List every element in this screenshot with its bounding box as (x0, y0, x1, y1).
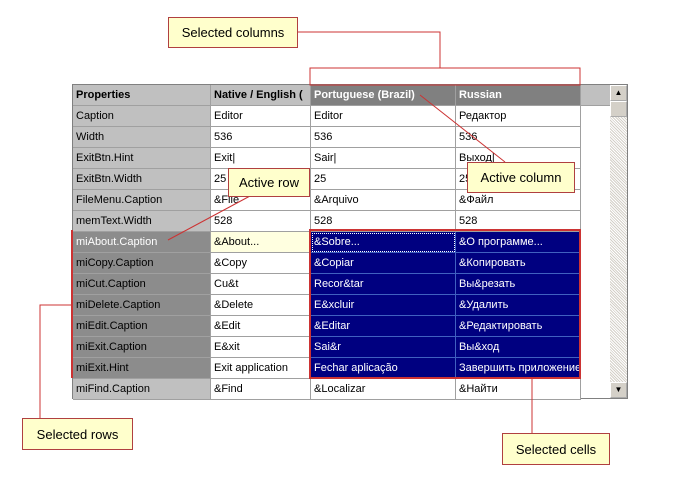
cell[interactable]: &Edit (211, 316, 311, 337)
column-frame (309, 67, 581, 86)
row-header[interactable]: ExitBtn.Width (73, 169, 211, 190)
cell[interactable]: Exit application (211, 358, 311, 379)
leader (298, 31, 441, 68)
cell[interactable]: Вы&ход (456, 337, 581, 358)
row-header[interactable]: miCut.Caption (73, 274, 211, 295)
scroll-thumb[interactable] (610, 101, 627, 117)
cell[interactable]: &Find (211, 379, 311, 400)
cell[interactable]: Редактор (456, 106, 581, 127)
cell[interactable]: Вы&резать (456, 274, 581, 295)
header-filler (581, 85, 611, 106)
leader (167, 195, 251, 241)
cell[interactable]: &Copy (211, 253, 311, 274)
row-header[interactable]: memText.Width (73, 211, 211, 232)
row-header[interactable]: ExitBtn.Hint (73, 148, 211, 169)
cell[interactable]: &Localizar (311, 379, 456, 400)
cell[interactable]: &Найти (456, 379, 581, 400)
cell[interactable]: E&xit (211, 337, 311, 358)
cell[interactable]: &Arquivo (311, 190, 456, 211)
leader (419, 94, 506, 163)
row-header[interactable]: FileMenu.Caption (73, 190, 211, 211)
cell[interactable]: 25 (311, 169, 456, 190)
cell[interactable]: &Копировать (456, 253, 581, 274)
cell[interactable]: &О программе... (456, 232, 581, 253)
cell[interactable]: &Sobre... (311, 232, 456, 253)
row-header[interactable]: miEdit.Caption (73, 316, 211, 337)
cell[interactable]: &Editar (311, 316, 456, 337)
row-header[interactable]: miAbout.Caption (73, 232, 211, 253)
cells-frame (309, 229, 581, 379)
callout: Active row (228, 168, 310, 197)
cell[interactable]: 536 (456, 127, 581, 148)
cell[interactable]: Recor&tar (311, 274, 456, 295)
cell[interactable]: &Редактировать (456, 316, 581, 337)
callout: Active column (467, 162, 575, 193)
column-header[interactable]: Properties (73, 85, 211, 106)
row-header[interactable]: miFind.Caption (73, 379, 211, 400)
cell[interactable]: &About... (211, 232, 311, 253)
cell[interactable]: Sai&r (311, 337, 456, 358)
cell[interactable]: &Copiar (311, 253, 456, 274)
scroll-up[interactable]: ▲ (610, 85, 627, 101)
cell[interactable]: Editor (311, 106, 456, 127)
cell[interactable]: 528 (211, 211, 311, 232)
row-header[interactable]: miExit.Hint (73, 358, 211, 379)
cell[interactable]: E&xcluir (311, 295, 456, 316)
cell[interactable]: 528 (456, 211, 581, 232)
row-header[interactable]: Width (73, 127, 211, 148)
row-header[interactable]: Caption (73, 106, 211, 127)
column-header[interactable]: Portuguese (Brazil) (311, 85, 456, 106)
scroll-down[interactable]: ▼ (610, 382, 627, 398)
cell[interactable]: Sair| (311, 148, 456, 169)
cell[interactable]: 528 (311, 211, 456, 232)
cell[interactable]: &Delete (211, 295, 311, 316)
cell[interactable]: Editor (211, 106, 311, 127)
cell[interactable]: &Файл (456, 190, 581, 211)
callout: Selected cells (502, 433, 610, 465)
cell[interactable]: 536 (211, 127, 311, 148)
column-header[interactable]: Russian (456, 85, 581, 106)
leader (39, 304, 72, 418)
callout: Selected columns (168, 17, 298, 48)
cell[interactable]: 536 (311, 127, 456, 148)
row-header[interactable]: miExit.Caption (73, 337, 211, 358)
row-header[interactable]: miCopy.Caption (73, 253, 211, 274)
row-header[interactable]: miDelete.Caption (73, 295, 211, 316)
cell[interactable]: Cu&t (211, 274, 311, 295)
scrollbar[interactable]: ▲ ▼ (610, 85, 627, 398)
callout: Selected rows (22, 418, 133, 450)
column-header[interactable]: Native / English ( (211, 85, 311, 106)
